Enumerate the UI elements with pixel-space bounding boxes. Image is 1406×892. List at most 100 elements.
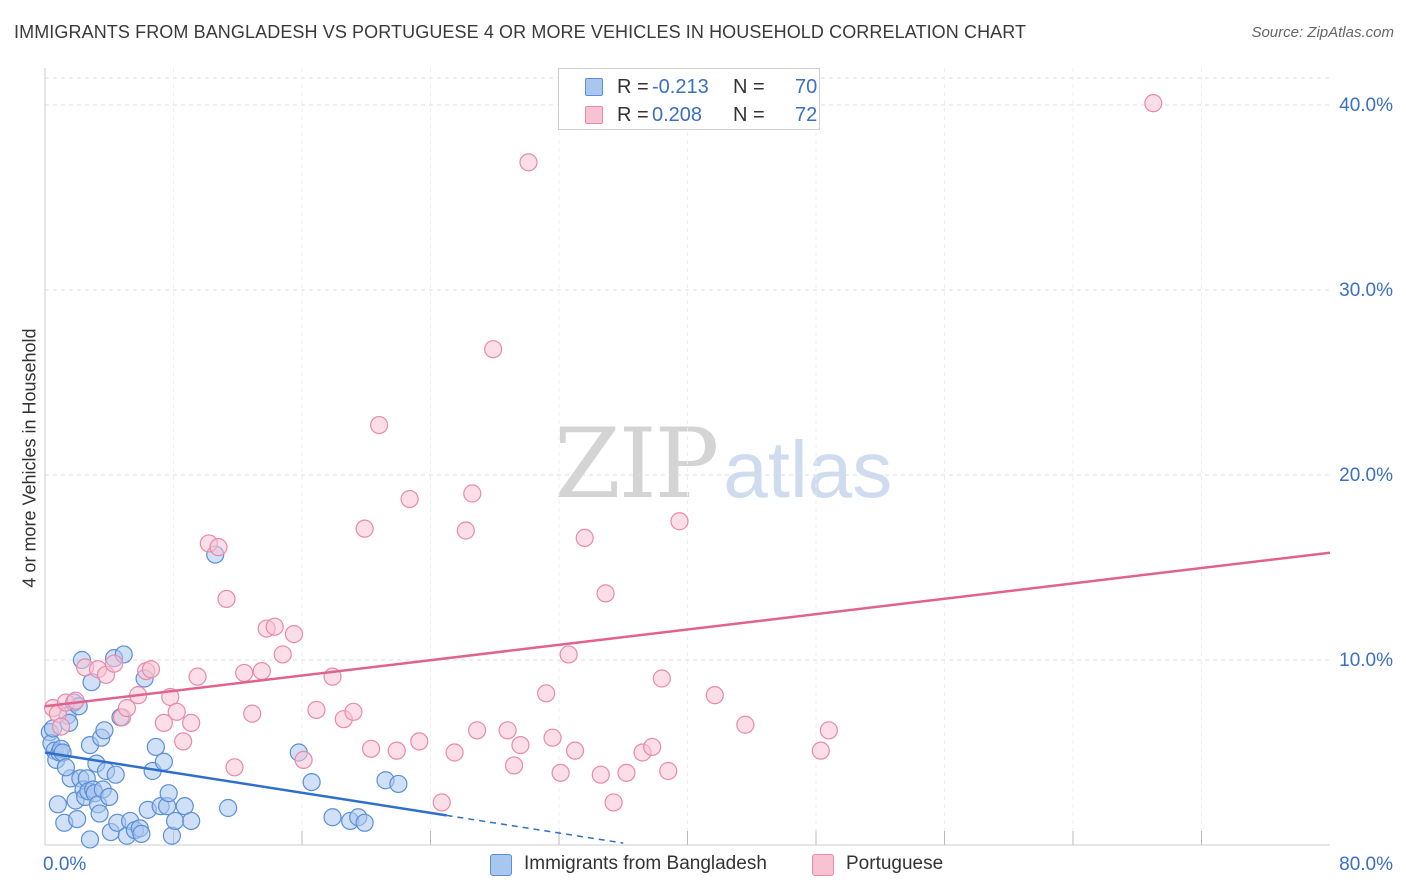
point-portuguese-47: [484, 340, 503, 359]
point-bangladesh-63: [355, 813, 374, 832]
point-portuguese-28: [265, 617, 284, 636]
point-portuguese-61: [617, 763, 636, 782]
point-portuguese-43: [445, 743, 464, 762]
point-portuguese-37: [361, 739, 381, 758]
y-tick-label-1: 20.0%: [1339, 465, 1393, 486]
point-portuguese-54: [551, 763, 570, 782]
point-portuguese-55: [559, 645, 578, 664]
point-portuguese-30: [284, 624, 304, 644]
legend-r-value-portuguese: 0.208: [652, 104, 703, 126]
x-tick-label-0: 0.0%: [43, 854, 86, 875]
point-portuguese-44: [456, 521, 475, 540]
point-bangladesh-53: [166, 811, 185, 831]
stats-legend: R = -0.213 N = 70 R = 0.208 N = 72: [558, 68, 820, 130]
series-legend-label-bangladesh: Immigrants from Bangladesh: [524, 853, 767, 874]
point-bangladesh-7: [53, 743, 72, 762]
point-portuguese-69: [811, 741, 830, 760]
point-portuguese-14: [154, 713, 173, 733]
point-portuguese-66: [670, 512, 689, 531]
point-portuguese-35: [344, 702, 363, 721]
trend-line-portuguese: [44, 551, 1331, 708]
point-portuguese-70: [819, 721, 838, 740]
point-portuguese-40: [400, 489, 419, 509]
point-bangladesh-49: [154, 752, 173, 771]
point-portuguese-16: [167, 702, 186, 721]
legend-r-value-bangladesh: -0.213: [652, 76, 709, 98]
chart-title: IMMIGRANTS FROM BANGLADESH VS PORTUGUESE…: [14, 22, 1027, 42]
series-legend-swatch-bangladesh: [490, 854, 512, 876]
y-tick-label-0: 10.0%: [1339, 650, 1393, 671]
trend-line-bangladesh: [44, 751, 447, 817]
source-label: Source: ZipAtlas.com: [1251, 24, 1394, 41]
point-bangladesh-68: [80, 830, 100, 849]
point-portuguese-26: [252, 661, 271, 681]
point-bangladesh-57: [219, 798, 238, 818]
point-bangladesh-65: [389, 774, 408, 794]
point-bangladesh-47: [146, 737, 165, 757]
point-portuguese-31: [294, 750, 313, 770]
series-legend-swatch-portuguese: [812, 854, 834, 876]
point-portuguese-50: [511, 735, 530, 755]
series-legend-label-portuguese: Portuguese: [846, 853, 944, 874]
point-portuguese-68: [736, 715, 755, 734]
point-bangladesh-43: [132, 824, 151, 844]
point-portuguese-24: [235, 663, 254, 683]
point-portuguese-13: [141, 660, 161, 679]
point-portuguese-25: [243, 704, 262, 723]
point-bangladesh-66: [48, 795, 67, 814]
point-portuguese-49: [504, 756, 524, 775]
point-portuguese-65: [659, 761, 678, 781]
legend-n-label: N =: [733, 76, 765, 98]
point-portuguese-57: [575, 528, 594, 548]
point-portuguese-17: [174, 732, 193, 751]
point-bangladesh-31: [95, 721, 114, 740]
legend-n-label: N =: [733, 104, 765, 126]
point-bangladesh-67: [56, 758, 75, 777]
point-portuguese-21: [209, 538, 228, 557]
point-portuguese-53: [543, 728, 562, 747]
legend-swatch-bangladesh: [585, 78, 603, 96]
point-portuguese-46: [467, 721, 487, 740]
legend-n-value-bangladesh: 70: [795, 76, 818, 98]
point-portuguese-41: [410, 732, 429, 751]
point-portuguese-29: [273, 645, 292, 664]
point-portuguese-32: [307, 700, 326, 720]
point-bangladesh-14: [68, 809, 87, 829]
point-bangladesh-60: [323, 808, 342, 827]
point-portuguese-45: [463, 484, 482, 503]
point-portuguese-51: [519, 153, 538, 172]
point-portuguese-10: [117, 698, 137, 718]
point-bangladesh-52: [162, 826, 181, 845]
point-bangladesh-51: [159, 784, 178, 803]
trend-line-extension-bangladesh: [446, 814, 624, 844]
point-portuguese-60: [604, 793, 623, 812]
y-tick-label-2: 30.0%: [1339, 280, 1393, 301]
point-portuguese-2: [51, 717, 71, 736]
point-portuguese-8: [104, 654, 124, 673]
point-bangladesh-59: [302, 772, 321, 792]
point-portuguese-67: [705, 686, 724, 705]
legend-swatch-portuguese: [585, 106, 603, 124]
point-bangladesh-28: [90, 804, 109, 823]
point-bangladesh-69: [106, 765, 125, 784]
point-portuguese-19: [188, 667, 207, 686]
point-portuguese-42: [432, 793, 451, 812]
point-portuguese-64: [652, 669, 671, 688]
point-portuguese-48: [498, 721, 517, 740]
point-portuguese-38: [370, 415, 389, 435]
point-portuguese-39: [387, 741, 406, 760]
y-tick-label-3: 40.0%: [1339, 95, 1393, 116]
point-portuguese-58: [591, 765, 610, 784]
point-portuguese-52: [537, 684, 556, 703]
point-portuguese-18: [182, 713, 201, 733]
point-portuguese-56: [565, 741, 585, 760]
point-portuguese-71: [1144, 94, 1163, 113]
x-tick-label-1: 80.0%: [1339, 854, 1393, 875]
point-bangladesh-55: [182, 811, 201, 831]
point-portuguese-63: [643, 737, 662, 757]
legend-r-label: R =: [617, 76, 649, 98]
point-bangladesh-33: [100, 787, 119, 807]
point-portuguese-36: [355, 519, 374, 538]
legend-r-label: R =: [617, 104, 649, 126]
